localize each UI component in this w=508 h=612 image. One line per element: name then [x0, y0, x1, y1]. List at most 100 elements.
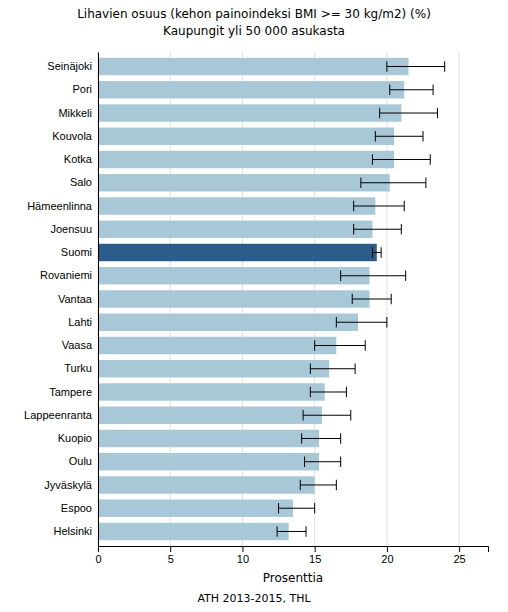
error-bar: [315, 340, 366, 350]
bar: [98, 407, 322, 424]
x-tick-mark: [170, 546, 171, 552]
bar: [98, 174, 390, 191]
error-bar: [354, 224, 402, 234]
y-tick-label: Jyväskylä: [44, 478, 93, 490]
bar: [98, 523, 289, 540]
y-tick-label: Vaasa: [62, 339, 93, 351]
y-tick: Tampere: [49, 386, 98, 398]
bar: [98, 500, 293, 517]
error-bar: [302, 433, 341, 443]
error-bar: [310, 387, 346, 397]
footnote: ATH 2013-2015, THL: [197, 592, 311, 605]
x-tick-mark: [387, 546, 388, 552]
y-tick-label: Lahti: [68, 316, 92, 328]
x-tick-label: 20: [381, 553, 393, 565]
y-tick: Oulu: [69, 455, 98, 467]
y-tick-label: Suomi: [61, 246, 92, 258]
x-tick-label: 10: [237, 553, 249, 565]
y-tick: Joensuu: [50, 223, 98, 235]
marks: [98, 58, 445, 540]
error-bar: [380, 108, 438, 118]
y-axis: Seinäjoki Pori Mikkeli Kouvola Kotka Salo Häme…: [24, 53, 98, 547]
y-tick-label: Rovaniemi: [40, 269, 92, 281]
y-tick-label: Kuopio: [58, 432, 92, 444]
title: Lihavien osuus (kehon painoindeksi BMI >…: [77, 7, 431, 21]
bar: [98, 244, 377, 261]
y-tick: Suomi: [61, 246, 98, 258]
y-tick: Vantaa: [58, 293, 98, 305]
y-tick: Kouvola: [52, 130, 98, 142]
y-axis-line: [98, 53, 99, 547]
error-bar: [341, 271, 406, 281]
grid-line: [98, 52, 99, 546]
x-tick: 15: [309, 546, 321, 565]
x-axis-title: Prosenttia: [263, 571, 323, 585]
error-bar: [300, 480, 336, 490]
grid: [98, 52, 459, 546]
y-tick-label: Turku: [64, 362, 92, 374]
x-tick-mark: [459, 546, 460, 552]
y-tick-label: Salo: [70, 176, 92, 188]
y-tick: Vaasa: [62, 339, 98, 351]
y-tick-label: Vantaa: [58, 293, 93, 305]
y-tick-label: Seinäjoki: [47, 60, 92, 72]
bar: [98, 337, 336, 354]
y-tick: Lahti: [68, 316, 98, 328]
error-bar: [310, 364, 355, 374]
y-tick-label: Hämeenlinna: [27, 200, 93, 212]
x-tick-mark: [98, 546, 99, 552]
error-bar: [352, 294, 391, 304]
bar: [98, 360, 329, 377]
y-tick: Pori: [72, 83, 98, 95]
y-tick-label: Mikkeli: [58, 107, 92, 119]
error-bar: [390, 85, 433, 95]
x-tick: 5: [168, 546, 174, 565]
grid-line: [459, 52, 460, 546]
bar: [98, 383, 325, 400]
y-tick: Turku: [64, 362, 98, 374]
bar: [98, 267, 370, 284]
plot: 0 5 10 15 20 25 Seinäjoki Pori Mikkeli Kouvola Kot…: [24, 52, 488, 565]
y-tick: Kuopio: [58, 432, 98, 444]
x-axis: 0 5 10 15 20 25: [95, 546, 488, 565]
error-bar: [303, 410, 351, 420]
y-tick: Salo: [70, 176, 98, 188]
bar: [98, 197, 375, 214]
error-bar: [279, 503, 315, 513]
y-tick: Jyväskylä: [44, 478, 98, 490]
error-bar: [277, 526, 306, 536]
y-tick-label: Espoo: [61, 502, 92, 514]
y-tick: Mikkeli: [58, 107, 98, 119]
y-tick: Hämeenlinna: [27, 200, 98, 212]
x-tick: 0: [95, 546, 101, 565]
error-bar: [361, 178, 426, 188]
subtitle: Kaupungit yli 50 000 asukasta: [163, 24, 345, 38]
bar: [98, 290, 370, 307]
x-tick: 10: [237, 546, 249, 565]
x-tick-mark: [315, 546, 316, 552]
bar: [98, 314, 358, 331]
y-tick-label: Kouvola: [52, 130, 93, 142]
bar: [98, 104, 401, 121]
x-tick-label: 5: [168, 553, 174, 565]
error-bar: [305, 456, 341, 466]
bar: [98, 453, 319, 470]
x-axis-line: [99, 547, 489, 553]
error-bar: [375, 131, 423, 141]
error-bar: [336, 317, 387, 327]
x-tick-label: 0: [95, 553, 101, 565]
y-tick-label: Pori: [72, 83, 92, 95]
x-tick: 25: [453, 546, 465, 565]
y-tick-label: Helsinki: [53, 525, 92, 537]
y-tick: Kotka: [64, 153, 98, 165]
y-tick-label: Joensuu: [50, 223, 92, 235]
y-tick-label: Tampere: [49, 386, 92, 398]
bar: [98, 476, 315, 493]
chart: Lihavien osuus (kehon painoindeksi BMI >…: [0, 0, 508, 612]
y-tick: Seinäjoki: [47, 60, 98, 72]
y-tick-label: Kotka: [64, 153, 93, 165]
y-tick: Rovaniemi: [40, 269, 98, 281]
y-tick-label: Lappeenranta: [24, 409, 93, 421]
bar: [98, 128, 394, 145]
error-bar: [372, 154, 430, 164]
